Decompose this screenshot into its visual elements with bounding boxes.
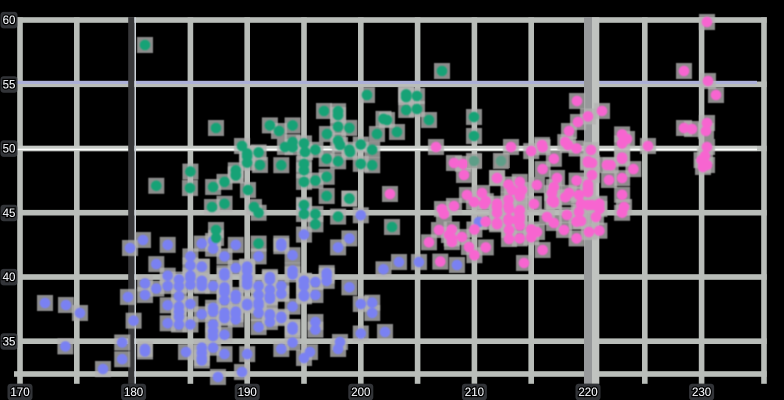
- svg-text:170: 170: [10, 387, 29, 399]
- svg-text:220: 220: [578, 387, 597, 399]
- svg-text:220: 220: [578, 387, 597, 399]
- svg-text:230: 230: [692, 387, 711, 399]
- svg-text:200: 200: [351, 387, 370, 399]
- svg-text:45: 45: [3, 208, 16, 220]
- svg-text:45: 45: [3, 208, 16, 220]
- svg-text:190: 190: [238, 387, 257, 399]
- svg-text:50: 50: [3, 144, 16, 156]
- svg-text:180: 180: [124, 387, 143, 399]
- svg-text:180: 180: [124, 387, 143, 399]
- svg-text:210: 210: [465, 387, 484, 399]
- svg-text:35: 35: [3, 336, 16, 348]
- svg-text:55: 55: [3, 80, 16, 92]
- svg-text:200: 200: [351, 387, 370, 399]
- svg-text:40: 40: [3, 272, 16, 284]
- svg-text:170: 170: [10, 387, 29, 399]
- svg-text:40: 40: [3, 272, 16, 284]
- svg-text:50: 50: [3, 144, 16, 156]
- svg-text:230: 230: [692, 387, 711, 399]
- svg-text:60: 60: [3, 15, 16, 27]
- svg-text:35: 35: [3, 336, 16, 348]
- svg-text:190: 190: [238, 387, 257, 399]
- svg-text:55: 55: [3, 80, 16, 92]
- svg-text:210: 210: [465, 387, 484, 399]
- svg-text:60: 60: [3, 15, 16, 27]
